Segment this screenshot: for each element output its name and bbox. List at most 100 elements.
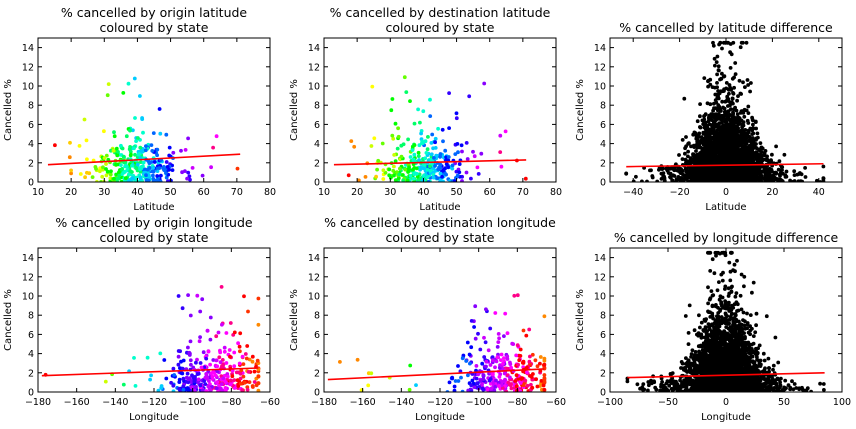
data-point bbox=[474, 364, 479, 368]
data-point bbox=[691, 169, 696, 173]
data-point bbox=[496, 340, 501, 344]
data-point bbox=[214, 358, 219, 363]
data-point bbox=[724, 127, 729, 131]
data-point bbox=[195, 357, 199, 362]
chart-title: % cancelled by destination longitude bbox=[324, 215, 556, 230]
data-point bbox=[490, 355, 495, 359]
data-point bbox=[730, 101, 734, 105]
data-point bbox=[635, 382, 640, 387]
data-point bbox=[757, 156, 762, 160]
data-point bbox=[738, 142, 742, 146]
data-point bbox=[698, 114, 702, 119]
data-point bbox=[67, 155, 72, 160]
data-point bbox=[778, 171, 783, 176]
data-point bbox=[701, 130, 706, 135]
data-point bbox=[798, 171, 802, 175]
data-point bbox=[140, 116, 145, 120]
data-point bbox=[158, 179, 163, 182]
data-point bbox=[450, 376, 455, 381]
data-point bbox=[647, 383, 651, 388]
data-point bbox=[136, 152, 141, 157]
data-point bbox=[146, 159, 151, 164]
data-points bbox=[327, 293, 547, 392]
x-tick-label: 0 bbox=[723, 187, 729, 198]
data-point bbox=[715, 72, 719, 77]
data-point bbox=[208, 337, 213, 342]
y-tick-label: 4 bbox=[600, 139, 606, 150]
data-point bbox=[725, 94, 730, 99]
data-point bbox=[121, 91, 126, 95]
data-point bbox=[751, 126, 756, 131]
data-point bbox=[686, 142, 690, 146]
data-point bbox=[447, 126, 451, 130]
data-point bbox=[444, 162, 449, 167]
data-point bbox=[645, 179, 649, 182]
data-point bbox=[719, 115, 724, 119]
data-point bbox=[517, 358, 522, 363]
data-point bbox=[429, 152, 434, 157]
data-point bbox=[132, 76, 137, 81]
data-point bbox=[149, 143, 154, 148]
data-point bbox=[190, 166, 195, 170]
data-point bbox=[708, 77, 713, 82]
data-point bbox=[134, 139, 139, 144]
data-point bbox=[821, 164, 826, 169]
data-point bbox=[751, 122, 755, 127]
data-point bbox=[453, 379, 458, 383]
data-point bbox=[124, 134, 129, 139]
data-point bbox=[516, 362, 520, 367]
data-point bbox=[493, 365, 497, 370]
data-point bbox=[186, 377, 191, 382]
data-point bbox=[469, 176, 473, 181]
data-point bbox=[404, 90, 409, 94]
data-point bbox=[374, 174, 378, 179]
data-point bbox=[727, 260, 732, 265]
data-point bbox=[428, 114, 433, 118]
data-point bbox=[758, 141, 763, 146]
data-point bbox=[687, 169, 692, 174]
data-point bbox=[480, 386, 485, 391]
data-point bbox=[729, 159, 734, 164]
data-point bbox=[123, 164, 127, 169]
data-point bbox=[211, 358, 216, 362]
data-point bbox=[467, 352, 472, 357]
data-point bbox=[683, 151, 687, 156]
y-tick-label: 0 bbox=[600, 178, 606, 189]
data-point bbox=[150, 149, 155, 153]
data-point bbox=[514, 384, 519, 389]
data-point bbox=[783, 378, 788, 383]
data-point bbox=[775, 177, 780, 182]
data-point bbox=[397, 172, 402, 177]
y-tick-label: 6 bbox=[314, 330, 320, 341]
chart-title: % cancelled by latitude difference bbox=[619, 20, 833, 35]
data-point bbox=[132, 356, 136, 360]
data-point bbox=[535, 384, 540, 389]
y-tick-label: 4 bbox=[314, 349, 320, 360]
data-point bbox=[484, 359, 489, 364]
data-point bbox=[538, 361, 542, 366]
data-point bbox=[648, 168, 652, 173]
data-point bbox=[538, 355, 543, 359]
data-point bbox=[472, 154, 477, 159]
data-point bbox=[754, 311, 759, 316]
data-point bbox=[755, 131, 760, 136]
data-point bbox=[204, 372, 209, 376]
data-point bbox=[745, 150, 750, 155]
data-point bbox=[499, 164, 504, 169]
x-tick-label: −160 bbox=[350, 397, 376, 408]
data-point bbox=[392, 173, 396, 178]
data-point bbox=[138, 145, 143, 150]
data-point bbox=[499, 358, 503, 362]
data-point bbox=[465, 157, 470, 161]
data-point bbox=[497, 384, 502, 389]
chart-title: coloured by state bbox=[100, 230, 209, 245]
data-point bbox=[151, 173, 155, 178]
data-point bbox=[245, 387, 250, 392]
data-point bbox=[738, 129, 743, 134]
x-tick-label: −140 bbox=[388, 397, 414, 408]
data-point bbox=[372, 136, 377, 141]
data-point bbox=[416, 107, 420, 112]
y-tick-label: 12 bbox=[22, 272, 34, 283]
data-point bbox=[412, 143, 417, 148]
data-point bbox=[146, 178, 151, 182]
